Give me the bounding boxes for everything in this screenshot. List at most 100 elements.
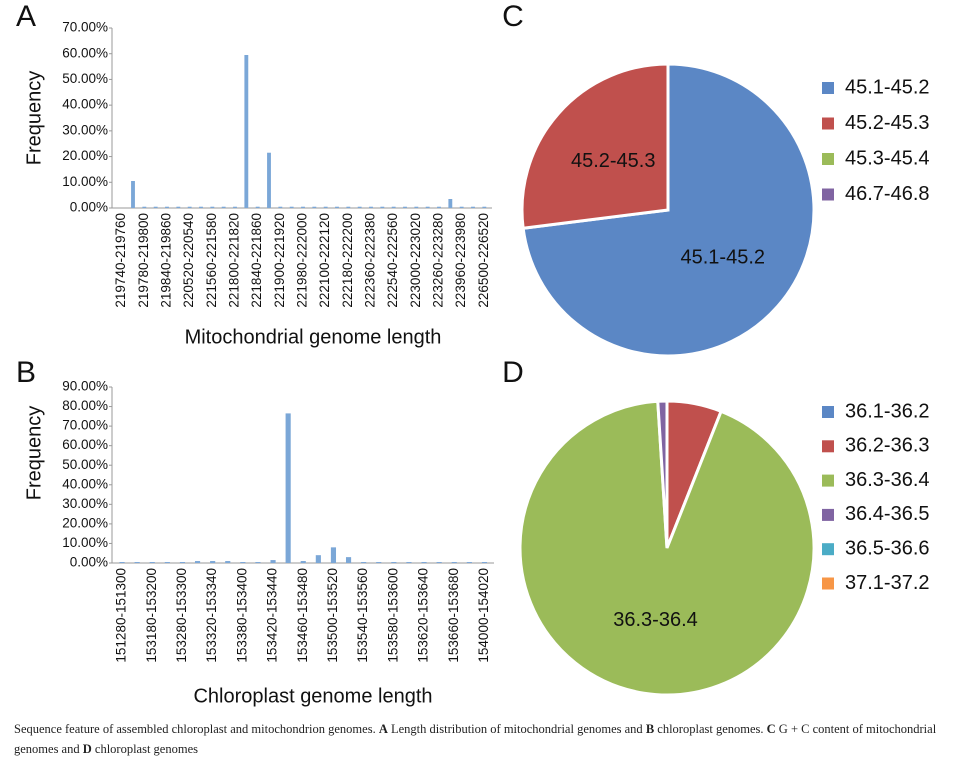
bar (244, 55, 249, 208)
legend-swatch (822, 508, 834, 521)
bar (153, 206, 158, 208)
bar (199, 206, 203, 208)
legend-swatch (822, 82, 834, 94)
bar (425, 206, 430, 208)
x-tick-label: 153380-153400 (234, 568, 249, 663)
bar (267, 152, 271, 208)
bar (414, 206, 419, 208)
bar (421, 562, 427, 563)
x-tick-label: 222100-222120 (317, 213, 332, 308)
bar (437, 206, 441, 208)
bar (345, 557, 352, 563)
legend-swatch (822, 577, 834, 590)
panel-letter: B (16, 356, 36, 389)
bar (165, 206, 169, 208)
y-tick-label: 90.00% (62, 379, 108, 394)
bar (210, 206, 215, 208)
x-tick-label: 219840-219860 (159, 213, 174, 308)
bar (323, 206, 328, 208)
x-tick-label: 153320-153340 (204, 568, 219, 663)
x-tick-label: 151280-151300 (114, 568, 129, 663)
bar (330, 547, 337, 563)
x-tick-label: 153500-153520 (325, 568, 340, 663)
bar (451, 562, 457, 563)
caption-bold: B (645, 722, 655, 736)
bar (255, 562, 261, 563)
bar (346, 206, 351, 208)
y-tick-label: 0.00% (70, 555, 108, 570)
x-tick-label: 153460-153480 (295, 568, 310, 663)
caption-text: chloroplast genomes. (654, 722, 767, 736)
bar (187, 206, 192, 208)
figure: A 0.00% 10.00% 20.00% 30.00% 40.00% 50.00% 60.0… (16, 0, 930, 707)
caption-bold: C (766, 722, 776, 736)
bar (459, 206, 464, 208)
bar (448, 199, 453, 208)
bar (285, 413, 291, 563)
x-tick-label: 153420-153440 (265, 568, 280, 663)
y-tick-label: 60.00% (62, 437, 108, 452)
y-tick-label: 70.00% (62, 20, 108, 35)
x-tick-label: 221980-222000 (295, 213, 310, 308)
legend-label: 36.2-36.3 (845, 435, 930, 457)
slice-label: 45.1-45.2 (681, 247, 766, 269)
x-tick-label: 226500-226520 (476, 213, 491, 308)
legend-label: 36.5-36.6 (845, 537, 930, 559)
bar (481, 562, 488, 563)
x-tick-label: 221560-221580 (204, 213, 219, 308)
bar (380, 206, 385, 208)
y-tick-label: 20.00% (62, 148, 108, 163)
caption-bold: A (378, 722, 388, 736)
y-tick-label: 80.00% (62, 398, 108, 413)
caption: Sequence feature of assembled chloroplas… (14, 719, 949, 759)
x-tick-label: 219740-219760 (113, 213, 128, 308)
x-tick-label: 219780-219800 (136, 213, 151, 308)
legend-swatch (822, 117, 834, 130)
x-tick-label: 221800-221820 (227, 213, 242, 308)
y-tick-label: 0.00% (70, 200, 108, 215)
legend-swatch (822, 474, 834, 487)
x-tick-label: 223960-223980 (453, 213, 468, 308)
bar (406, 562, 412, 563)
panel-letter: C (502, 0, 524, 33)
bar (482, 206, 487, 208)
bar (210, 561, 216, 563)
bar (270, 560, 276, 563)
slice-label: 45.2-45.3 (571, 150, 656, 172)
bar (131, 181, 135, 208)
legend-label: 46.7-46.8 (845, 183, 930, 205)
pie-slice (518, 399, 816, 697)
legend-label: 45.1-45.2 (845, 76, 930, 98)
y-axis-title: Frequency (23, 406, 45, 501)
pie-slice (656, 399, 669, 549)
x-tick-label: 153280-153300 (174, 568, 189, 663)
bar (134, 562, 140, 563)
x-tick-label: 223260-223280 (431, 213, 446, 308)
caption-text: G + C content of mitochondrial genomes a… (14, 722, 940, 756)
x-tick-label: 153180-153200 (144, 568, 159, 663)
y-tick-label: 10.00% (62, 174, 108, 189)
y-tick-label: 70.00% (62, 418, 108, 433)
x-tick-label: 153660-153680 (446, 568, 461, 663)
panel-letter: A (16, 0, 36, 33)
y-tick-label: 50.00% (62, 457, 108, 472)
panel-letter: D (502, 356, 524, 389)
legend-swatch (822, 406, 834, 418)
bar (376, 562, 382, 563)
legend-swatch (822, 440, 834, 453)
y-tick-label: 40.00% (62, 476, 108, 491)
bar (391, 562, 397, 563)
x-tick-label: 221900-221920 (272, 213, 287, 308)
y-tick-label: 10.00% (62, 535, 108, 550)
bar (278, 206, 283, 208)
bar (233, 206, 237, 208)
bar (289, 206, 294, 208)
y-tick-label: 30.00% (62, 122, 108, 137)
bar (471, 206, 475, 208)
y-tick-label: 40.00% (62, 97, 108, 112)
x-tick-label: 154000-154020 (476, 568, 491, 663)
x-axis-title: Mitochondrial genome length (185, 326, 442, 348)
x-tick-label: 223000-223020 (408, 213, 423, 308)
bar (149, 562, 155, 563)
